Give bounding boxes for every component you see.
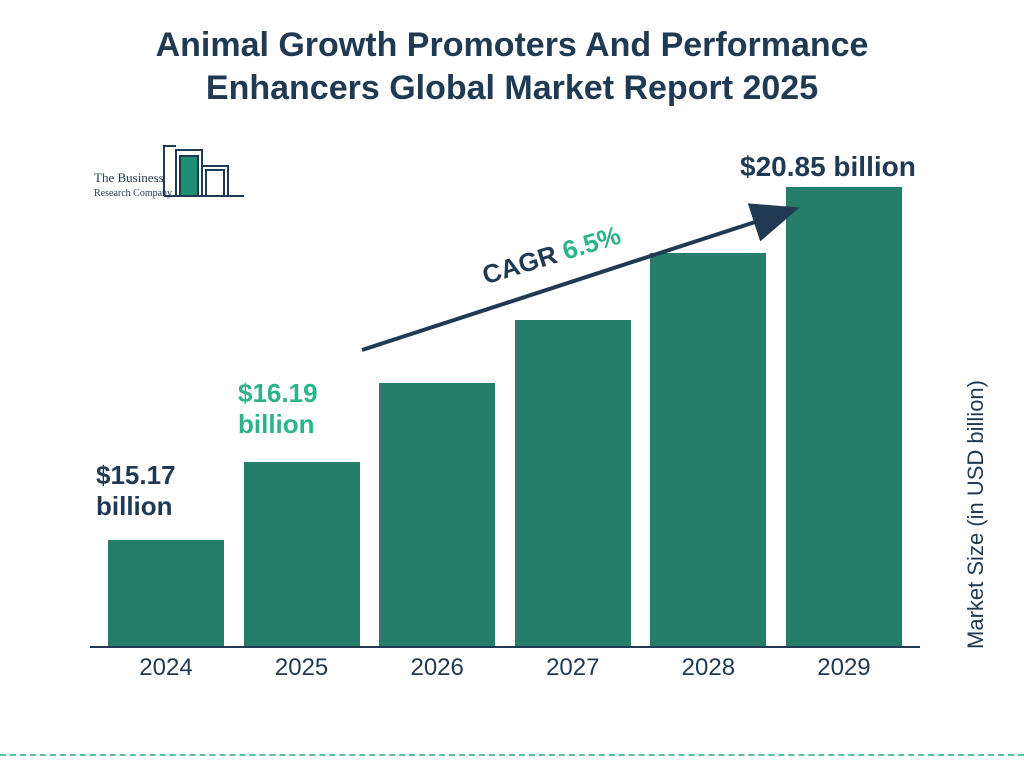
x-label: 2025: [244, 654, 360, 694]
data-label-line1: $15.17: [96, 460, 176, 491]
bar-2028: [650, 253, 766, 646]
bars-container: [90, 166, 920, 646]
chart-title-line1: Animal Growth Promoters And Performance: [0, 24, 1024, 67]
x-axis-line: [90, 646, 920, 648]
x-label: 2028: [650, 654, 766, 694]
bar-2027: [515, 320, 631, 646]
bar-2025: [244, 462, 360, 646]
data-label-line2: billion: [238, 409, 318, 440]
bar-slot: [786, 187, 902, 646]
divider-dashed: [0, 754, 1024, 756]
bar-slot: [379, 383, 495, 646]
bar-2029: [786, 187, 902, 646]
chart-title: Animal Growth Promoters And Performance …: [0, 24, 1024, 109]
y-axis-label: Market Size (in USD billion): [963, 380, 989, 649]
x-label: 2024: [108, 654, 224, 694]
x-label: 2027: [515, 654, 631, 694]
data-label-2024: $15.17 billion: [96, 460, 176, 522]
bar-slot: [244, 462, 360, 646]
data-label-2025: $16.19 billion: [238, 378, 318, 440]
bar-2024: [108, 540, 224, 646]
x-axis-labels: 2024 2025 2026 2027 2028 2029: [90, 654, 920, 694]
bar-2026: [379, 383, 495, 646]
data-label-line2: billion: [96, 491, 176, 522]
x-label: 2029: [786, 654, 902, 694]
data-label-line1: $16.19: [238, 378, 318, 409]
bar-slot: [515, 320, 631, 646]
chart-title-line2: Enhancers Global Market Report 2025: [0, 67, 1024, 110]
data-label-2029: $20.85 billion: [740, 150, 916, 184]
bar-slot: [108, 540, 224, 646]
bar-slot: [650, 253, 766, 646]
bar-chart: [90, 168, 920, 648]
data-label-text: $20.85 billion: [740, 151, 916, 182]
x-label: 2026: [379, 654, 495, 694]
